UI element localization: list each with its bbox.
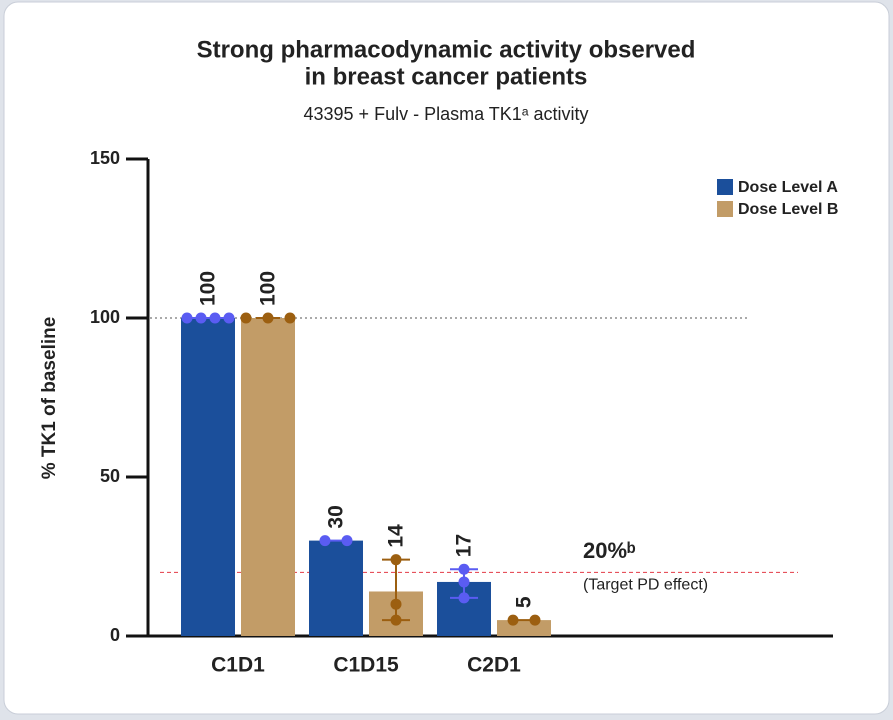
- legend-label: Dose Level A: [738, 179, 838, 196]
- chart-subtitle: 43395 + Fulv - Plasma TK1ᵃ activity: [304, 104, 589, 124]
- y-tick-label: 100: [90, 307, 120, 327]
- value-label: 5: [513, 596, 536, 608]
- data-point: [458, 592, 470, 604]
- legend-swatch: [717, 201, 733, 217]
- data-point: [240, 312, 252, 324]
- bar: [497, 620, 551, 636]
- value-label: 14: [385, 524, 408, 548]
- value-label: 17: [453, 534, 476, 557]
- legend-label: Dose Level B: [738, 201, 838, 218]
- reference-note: (Target PD effect): [583, 577, 708, 594]
- x-tick-label: C2D1: [467, 654, 521, 677]
- data-point: [181, 312, 193, 324]
- legend-swatch: [717, 179, 733, 195]
- bar: [181, 318, 235, 636]
- data-point: [284, 312, 296, 324]
- y-axis-label: % TK1 of baseline: [39, 317, 60, 480]
- y-tick-label: 50: [100, 466, 120, 486]
- chart-title: Strong pharmacodynamic activity observed: [197, 36, 696, 63]
- x-tick-label: C1D15: [333, 654, 399, 677]
- bar: [241, 318, 295, 636]
- bar: [309, 540, 363, 636]
- data-point: [209, 312, 221, 324]
- value-label: 100: [197, 271, 220, 306]
- data-point: [390, 614, 402, 626]
- data-point: [319, 535, 331, 547]
- data-point: [262, 312, 274, 324]
- data-point: [223, 312, 235, 324]
- x-tick-label: C1D1: [211, 654, 265, 677]
- y-tick-label: 150: [90, 148, 120, 168]
- data-point: [529, 614, 541, 626]
- y-tick-label: 0: [110, 625, 120, 645]
- data-point: [341, 535, 353, 547]
- value-label: 30: [325, 505, 348, 528]
- value-label: 100: [257, 271, 280, 306]
- chart-title: in breast cancer patients: [305, 63, 588, 90]
- data-point: [390, 598, 402, 610]
- data-point: [390, 554, 402, 566]
- data-point: [458, 563, 470, 575]
- reference-label: 20%ᵇ: [583, 538, 636, 563]
- data-point: [195, 312, 207, 324]
- data-point: [458, 576, 470, 588]
- data-point: [507, 614, 519, 626]
